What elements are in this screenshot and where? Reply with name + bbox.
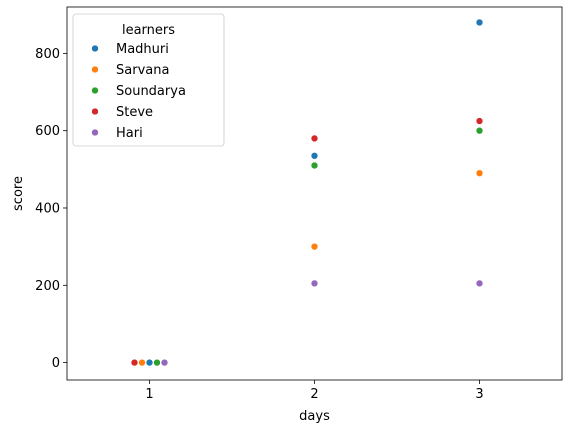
- legend-label-sarvana: Sarvana: [116, 63, 169, 78]
- legend-label-soundarya: Soundarya: [116, 84, 186, 99]
- point-soundarya-day-2: [310, 161, 319, 170]
- point-hari-day-2: [310, 279, 319, 288]
- x-axis-label: days: [299, 409, 330, 424]
- legend-label-steve: Steve: [116, 105, 153, 120]
- point-hari-day-3: [475, 279, 484, 288]
- point-madhuri-day-2: [310, 152, 319, 160]
- point-madhuri-day-1: [145, 358, 154, 367]
- point-soundarya-day-1: [153, 358, 161, 367]
- legend-label-madhuri: Madhuri: [116, 42, 169, 57]
- legend-marker-sarvana: [91, 65, 99, 74]
- y-axis-label: score: [11, 176, 26, 211]
- point-sarvana-day-1: [138, 358, 146, 367]
- legend-box: [72, 13, 225, 147]
- y-tick-label: 800: [35, 47, 60, 62]
- legend-marker-hari: [91, 128, 99, 137]
- x-tick-label: 2: [310, 387, 318, 402]
- point-madhuri-day-3: [475, 18, 484, 27]
- y-axis-ticks: 0 200 400 600 800: [35, 47, 67, 371]
- legend-title: learners: [122, 23, 175, 38]
- point-sarvana-day-2: [310, 242, 319, 251]
- x-tick-label: 1: [145, 387, 153, 402]
- legend-marker-steve: [91, 107, 99, 116]
- legend-marker-madhuri: [91, 44, 99, 53]
- point-sarvana-day-3: [475, 169, 484, 177]
- point-soundarya-day-3: [475, 127, 484, 135]
- legend-items: Madhuri Sarvana Soundarya Steve Hari: [91, 42, 186, 141]
- point-steve-day-2: [310, 134, 319, 143]
- x-tick-label: 3: [475, 387, 483, 402]
- legend-marker-soundarya: [91, 86, 99, 95]
- point-steve-day-3: [475, 117, 484, 125]
- y-tick-label: 0: [52, 356, 60, 371]
- point-hari-day-1: [160, 358, 169, 367]
- y-tick-label: 200: [35, 279, 60, 294]
- y-tick-label: 400: [35, 201, 60, 216]
- legend-label-hari: Hari: [116, 126, 143, 141]
- x-axis-ticks: 1 2 3: [145, 380, 484, 402]
- y-tick-label: 600: [35, 124, 60, 139]
- data-points: [130, 18, 484, 367]
- point-steve-day-1: [130, 358, 139, 367]
- legend: learners Madhuri Sarvana Soundarya Steve Har…: [72, 13, 225, 147]
